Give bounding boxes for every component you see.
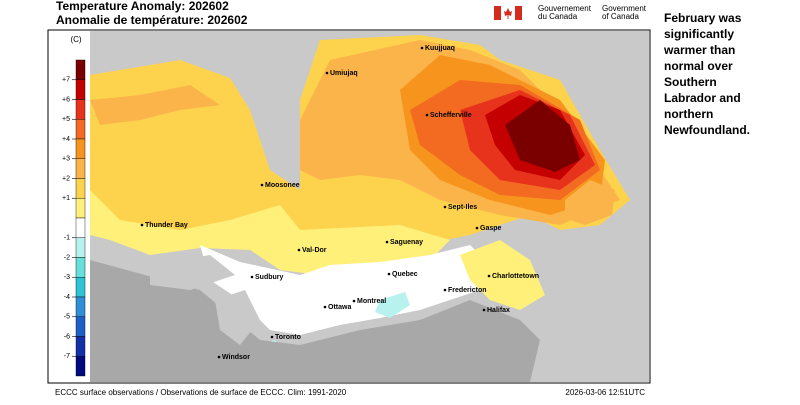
note-line: Labrador and: [664, 91, 741, 105]
legend-tick-label: +1: [62, 195, 70, 202]
city-label: Sudbury: [255, 274, 283, 281]
title-en: Temperature Anomaly: 202602: [56, 0, 229, 13]
city-dot: [260, 183, 264, 187]
city-label: Moosonee: [265, 182, 300, 189]
legend-tick-label: +4: [62, 136, 70, 143]
legend-swatch: [75, 119, 86, 140]
legend-tick-label: +3: [62, 156, 70, 163]
city-label: Windsor: [222, 354, 250, 361]
city-label: Quebec: [392, 271, 418, 278]
city-label: Montreal: [357, 298, 386, 305]
city-label: Val-Dor: [302, 247, 327, 254]
city-dot: [297, 248, 301, 252]
legend-swatch: [75, 198, 86, 219]
city-label: Halifax: [487, 307, 510, 314]
legend-tick-label: +2: [62, 175, 70, 182]
legend-swatch: [75, 356, 86, 377]
legend-swatch: [75, 59, 86, 80]
legend-swatch: [75, 158, 86, 179]
city-dot: [217, 355, 221, 359]
legend-swatch: [75, 217, 86, 238]
legend-swatch: [75, 277, 86, 298]
legend-tick-label: +6: [62, 96, 70, 103]
city-label: Charlottetown: [492, 273, 539, 280]
legend-tick-label: -1: [64, 235, 70, 242]
logo-fr: du Canada: [538, 12, 578, 21]
note-line: normal over: [664, 59, 733, 73]
city-dot: [387, 272, 391, 276]
note-line: February was: [664, 11, 742, 25]
legend-tick-label: -2: [64, 254, 70, 261]
legend-tick-label: +5: [62, 116, 70, 123]
legend-swatch: [75, 336, 86, 357]
city-label: Thunder Bay: [145, 222, 188, 229]
city-label: Kuujjuaq: [425, 45, 455, 52]
legend-tick-label: -4: [64, 294, 70, 301]
city-dot: [443, 205, 447, 209]
city-dot: [475, 226, 479, 230]
legend-unit: (C): [70, 35, 81, 44]
logo-en: Government: [602, 4, 647, 13]
legend-swatch: [75, 296, 86, 317]
legend-swatch: [75, 79, 86, 100]
city-dot: [325, 71, 329, 75]
city-dot: [487, 274, 491, 278]
note: February was significantly warmer than norm…: [663, 11, 750, 137]
legend-swatch: [75, 237, 86, 258]
city-dot: [385, 240, 389, 244]
city-label: Umiujaq: [330, 70, 358, 77]
city-dot: [443, 288, 447, 292]
city-label: Fredericton: [448, 287, 487, 294]
city-dot: [270, 335, 274, 339]
city-label: Schefferville: [430, 112, 472, 119]
city-dot: [352, 299, 356, 303]
city-label: Ottawa: [328, 304, 351, 311]
note-line: Newfoundland.: [664, 123, 750, 137]
city-label: Toronto: [275, 334, 301, 341]
city-dot: [250, 275, 254, 279]
note-line: northern: [664, 107, 713, 121]
legend-tick-label: -3: [64, 274, 70, 281]
legend-tick-label: -6: [64, 333, 70, 340]
legend-swatch: [75, 316, 86, 337]
legend: (C) +7 +6 +5 +4 +3 +2 +1 -1 -2 -3 -4 -5 -6 -7: [62, 35, 86, 377]
title-fr: Anomalie de température: 202602: [56, 13, 248, 27]
legend-swatch: [75, 257, 86, 278]
legend-tick-label: -5: [64, 314, 70, 321]
note-line: significantly: [664, 27, 734, 41]
legend-swatch: [75, 138, 86, 159]
city-dot: [140, 223, 144, 227]
legend-swatch: [75, 178, 86, 199]
legend-tick-label: +7: [62, 77, 70, 84]
map: [90, 31, 649, 382]
footer-timestamp: 2026-03-06 12:51UTC: [565, 388, 645, 397]
legend-swatch: [75, 99, 86, 120]
city-label: Sept-Iles: [448, 204, 477, 211]
note-line: warmer than: [663, 43, 735, 57]
city-label: Gaspe: [480, 225, 502, 232]
logo-en: of Canada: [602, 12, 639, 21]
legend-tick-label: -7: [64, 353, 70, 360]
city-dot: [425, 113, 429, 117]
city-labels: Kuujjuaq Umiujaq Schefferville Moosonee Sept…: [140, 45, 539, 361]
note-line: Southern: [664, 75, 717, 89]
city-dot: [323, 305, 327, 309]
footer-source: ECCC surface observations / Observations…: [55, 388, 347, 397]
logo: Gouvernement du Canada Government of Can…: [494, 4, 647, 21]
city-dot: [482, 308, 486, 312]
city-label: Saguenay: [390, 239, 423, 246]
city-dot: [420, 46, 424, 50]
logo-fr: Gouvernement: [538, 4, 592, 13]
